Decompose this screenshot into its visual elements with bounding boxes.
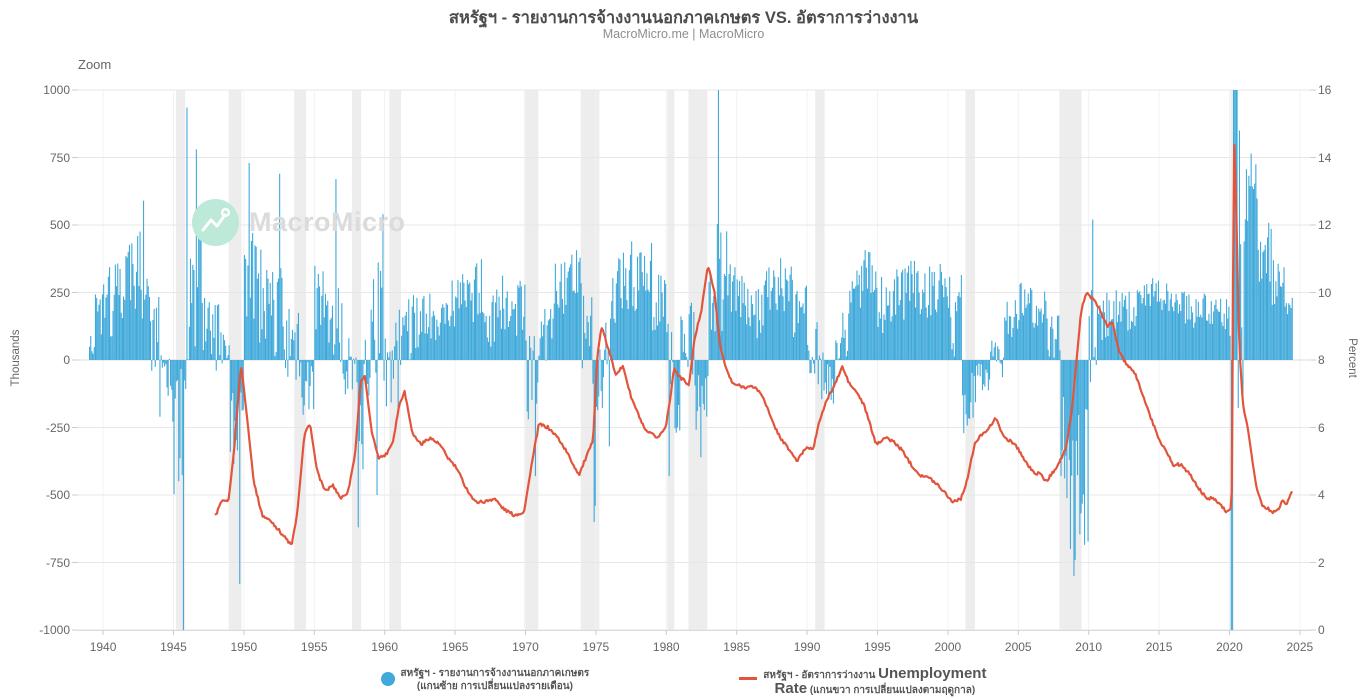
- x-axis-tick-label: 1960: [371, 640, 398, 654]
- plot-area[interactable]: MacroMicro: [72, 89, 1316, 635]
- x-axis-tick-label: 1955: [300, 640, 328, 654]
- right-axis-tick-label: 6: [1318, 420, 1325, 435]
- unemployment-line: [214, 144, 1293, 546]
- x-axis-tick-label: 2025: [1286, 640, 1314, 654]
- left-axis-tick-label: -500: [45, 488, 70, 502]
- right-axis-tick-label: 8: [1318, 353, 1325, 367]
- left-axis-tick-label: 1000: [43, 83, 70, 97]
- x-axis-tick-label: 1970: [512, 640, 539, 654]
- left-axis-tick-label: 250: [49, 285, 70, 300]
- left-axis-tick-label: 500: [49, 218, 70, 232]
- x-axis-tick-label: 2010: [1075, 640, 1102, 654]
- right-axis-tick-label: 14: [1318, 150, 1332, 165]
- chart-legend: สหรัฐฯ - รายงานการจ้างงานนอกภาคเกษตร (แก…: [0, 665, 1367, 697]
- x-axis-tick-label: 1950: [230, 640, 258, 654]
- x-axis-tick-label: 1940: [89, 640, 117, 654]
- legend-item-payrolls[interactable]: สหรัฐฯ - รายงานการจ้างงานนอกภาคเกษตร (แก…: [380, 667, 590, 693]
- chart-credit-link[interactable]: MacroMicro.me | MacroMicro: [602, 27, 765, 41]
- x-axis-tick-label: 1965: [441, 640, 469, 654]
- legend-unemployment-label: สหรัฐฯ - อัตราการว่างงาน Unemployment Ra…: [763, 665, 987, 697]
- x-axis-tick-label: 2015: [1145, 640, 1173, 654]
- unemployment-series-marker-icon: [739, 677, 758, 680]
- left-axis-tick-label: -1000: [39, 623, 70, 637]
- zoom-label: Zoom: [78, 57, 112, 72]
- x-axis-tick-label: 1980: [652, 640, 680, 654]
- x-axis-tick-label: 1995: [864, 640, 891, 654]
- right-axis-tick-label: 4: [1318, 488, 1325, 502]
- left-axis-tick-label: -250: [45, 420, 70, 435]
- x-axis-tick-label: 1945: [160, 640, 187, 654]
- legend-item-unemployment[interactable]: สหรัฐฯ - อัตราการว่างงาน Unemployment Ra…: [739, 665, 987, 697]
- axis-ticks: [72, 89, 1316, 635]
- x-axis-tick-label: 1990: [793, 640, 821, 654]
- x-axis-tick-label: 2000: [934, 640, 962, 654]
- x-axis-tick-label: 1985: [723, 640, 750, 654]
- payrolls-series-marker-icon: [380, 672, 395, 686]
- right-axis-tick-label: 10: [1318, 285, 1332, 300]
- chart-title: สหรัฐฯ - รายงานการจ้างงานนอกภาคเกษตร VS.…: [448, 9, 919, 27]
- x-axis-tick-label: 1975: [582, 640, 610, 654]
- right-axis-tick-label: 2: [1318, 555, 1325, 570]
- right-axis-tick-label: 16: [1318, 83, 1332, 97]
- x-axis-tick-label: 2005: [1004, 640, 1032, 654]
- x-axis-tick-label: 2020: [1216, 640, 1243, 654]
- left-axis-tick-label: 0: [63, 353, 70, 367]
- chart-canvas[interactable]: [72, 89, 1316, 635]
- left-axis-tick-label: -750: [45, 555, 70, 570]
- legend-payrolls-label: สหรัฐฯ - รายงานการจ้างงานนอกภาคเกษตร (แก…: [400, 668, 590, 692]
- left-axis-tick-label: 750: [49, 150, 70, 165]
- right-axis-tick-label: 0: [1318, 623, 1325, 637]
- right-axis-tick-label: 12: [1318, 218, 1332, 232]
